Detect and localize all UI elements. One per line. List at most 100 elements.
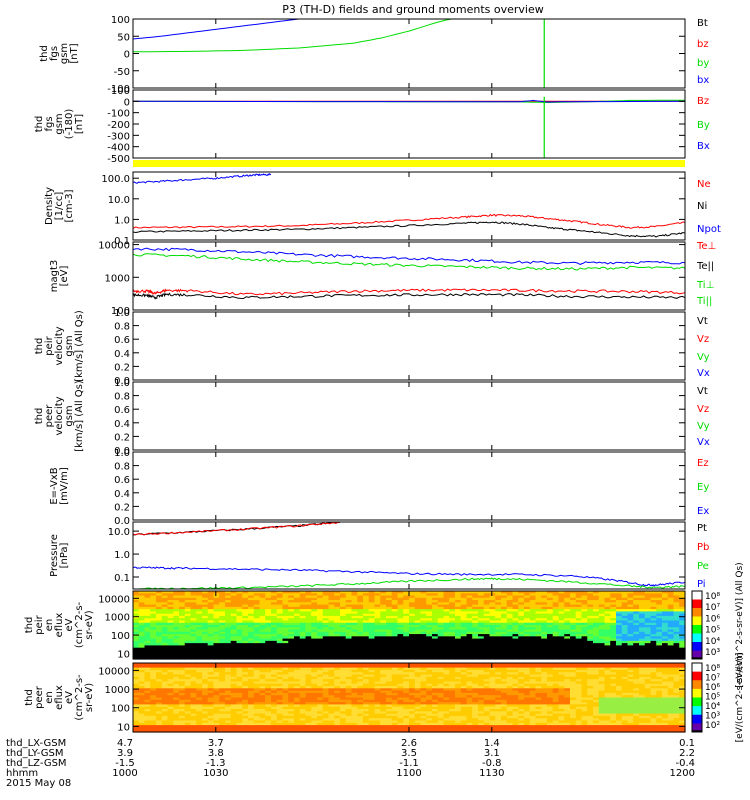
spectrogram-cell <box>299 695 307 699</box>
spectrogram-cell <box>288 720 295 724</box>
spectrogram-cell <box>322 718 330 722</box>
spectrogram-cell <box>345 627 353 631</box>
spectrogram-cell <box>558 593 565 597</box>
spectrogram-cell <box>265 720 272 724</box>
spectrogram-cell <box>225 629 232 633</box>
spectrogram-cell <box>432 706 439 710</box>
spectrogram-cell <box>627 591 634 594</box>
spectrogram-cell <box>610 640 617 644</box>
spectrogram-cell <box>374 722 381 726</box>
spectrogram-cell <box>213 686 220 689</box>
spectrogram-cell <box>196 706 203 710</box>
spectrogram-cell <box>230 667 238 671</box>
spectrogram-cell <box>420 640 427 644</box>
spectrogram-cell <box>351 709 358 712</box>
spectrogram-cell <box>282 725 289 728</box>
spectrogram-cell <box>679 615 686 619</box>
spectrogram-cell <box>276 669 284 673</box>
spectrogram-cell <box>380 654 387 658</box>
spectrogram-cell <box>288 713 295 717</box>
colorbar-segment <box>692 599 702 602</box>
spectrogram-cell <box>173 654 180 658</box>
spectrogram-cell <box>587 602 594 606</box>
legend-label: Bz <box>697 96 709 107</box>
spectrogram-cell <box>570 618 577 622</box>
spectrogram-cell <box>230 629 238 633</box>
spectrogram-cell <box>512 620 519 624</box>
spectrogram-cell <box>156 656 163 660</box>
spectrogram-cell <box>190 647 197 651</box>
spectrogram-cell <box>397 597 404 601</box>
spectrogram-cell <box>265 647 272 651</box>
spectrogram-cell <box>581 602 588 606</box>
spectrogram-cell <box>271 713 278 717</box>
spectrogram-cell <box>483 595 491 599</box>
spectrogram-cell <box>248 652 255 656</box>
spectrogram-cell <box>380 609 387 612</box>
spectrogram-cell <box>644 656 652 660</box>
spectrogram-cell <box>633 645 640 649</box>
spectrogram-cell <box>386 709 393 712</box>
spectrogram-cell <box>524 629 531 633</box>
spectrogram-cell <box>196 722 203 726</box>
spectrogram-cell <box>535 613 542 617</box>
y-tick-label: -400 <box>107 143 130 154</box>
spectrogram-cell <box>380 649 387 653</box>
spectrogram-cell <box>225 713 232 717</box>
spectrogram-cell <box>455 618 462 622</box>
spectrogram-cell <box>259 611 266 615</box>
spectrogram-cell <box>420 704 427 708</box>
spectrogram-cell <box>179 695 186 699</box>
spectrogram-cell <box>627 629 634 633</box>
y-tick-label: 0.4 <box>114 489 130 500</box>
spectrogram-cell <box>518 597 525 601</box>
spectrogram-cell <box>138 645 146 649</box>
spectrogram-cell <box>317 649 324 653</box>
spectrogram-cell <box>173 725 180 728</box>
spectrogram-cell <box>420 711 427 715</box>
spectrogram-cell <box>328 672 335 676</box>
spectrogram-cell <box>386 627 393 631</box>
spectrogram-cell <box>397 669 404 673</box>
spectrogram-cell <box>397 622 404 626</box>
spectrogram-cell <box>351 679 358 682</box>
spectrogram-cell <box>259 636 266 640</box>
spectrogram-cell <box>380 618 387 622</box>
spectrogram-cell <box>386 676 393 680</box>
spectrogram-cell <box>449 667 456 671</box>
spectrogram-cell <box>144 702 151 705</box>
spectrogram-cell <box>380 674 387 678</box>
y-axis-label: fgs <box>44 116 55 131</box>
spectrogram-cell <box>276 591 284 594</box>
spectrogram-cell <box>276 676 284 680</box>
spectrogram-cell <box>282 620 289 624</box>
spectrogram-cell <box>282 638 289 642</box>
spectrogram-cell <box>230 711 238 715</box>
spectrogram-cell <box>242 679 249 682</box>
spectrogram-cell <box>552 611 560 615</box>
spectrogram-cell <box>334 704 341 708</box>
spectrogram-cell <box>357 681 364 685</box>
spectrogram-cell <box>414 706 422 710</box>
spectrogram-cell <box>575 647 583 651</box>
spectrogram-cell <box>420 709 427 712</box>
spectrogram-cell <box>581 591 588 594</box>
spectrogram-cell <box>552 643 560 646</box>
spectrogram-cell <box>161 602 169 606</box>
spectrogram-cell <box>409 604 416 608</box>
spectrogram-cell <box>167 618 174 622</box>
spectrogram-cell <box>236 600 243 603</box>
spectrogram-cell <box>363 709 370 712</box>
spectrogram-cell <box>466 631 473 635</box>
spectrogram-cell <box>426 679 433 682</box>
spectrogram-cell <box>524 600 531 603</box>
spectrogram-cell <box>386 597 393 601</box>
spectrogram-cell <box>225 679 232 682</box>
series-line-Npot <box>132 173 272 184</box>
spectrogram-cell <box>380 615 387 619</box>
spectrogram-cell <box>196 613 203 617</box>
spectrogram-cell <box>138 618 146 622</box>
spectrogram-cell <box>294 622 301 626</box>
spectrogram-cell <box>156 638 163 642</box>
spectrogram-cell <box>656 640 663 644</box>
